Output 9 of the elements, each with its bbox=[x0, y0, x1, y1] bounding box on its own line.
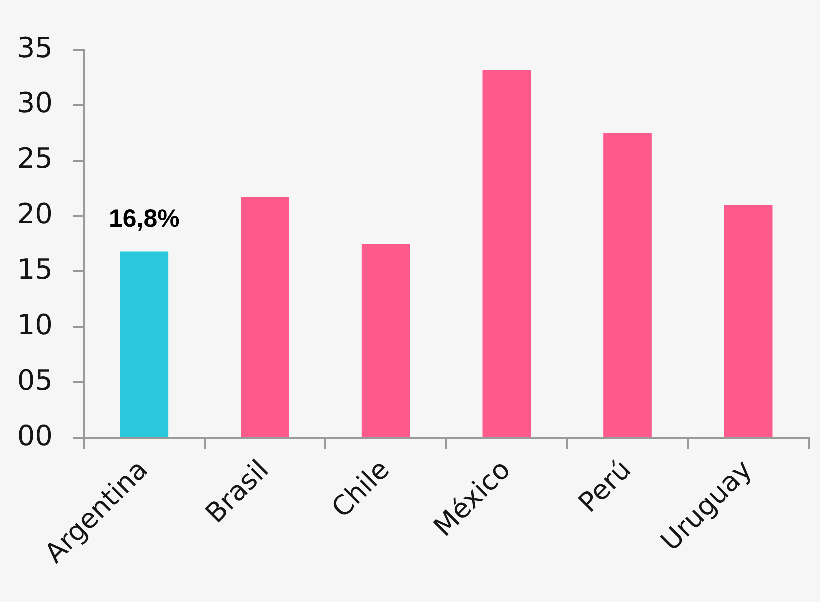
y-tick-label: 35 bbox=[17, 31, 53, 64]
data-label: 16,8% bbox=[108, 204, 180, 233]
y-tick-label: 05 bbox=[17, 364, 53, 397]
y-tick-label: 00 bbox=[17, 419, 53, 452]
y-tick-label: 20 bbox=[17, 198, 53, 231]
y-tick-label: 30 bbox=[17, 86, 53, 120]
y-tick-label: 25 bbox=[17, 142, 53, 176]
y-tick-label: 15 bbox=[17, 252, 53, 286]
y-tick-label: 10 bbox=[17, 308, 53, 342]
